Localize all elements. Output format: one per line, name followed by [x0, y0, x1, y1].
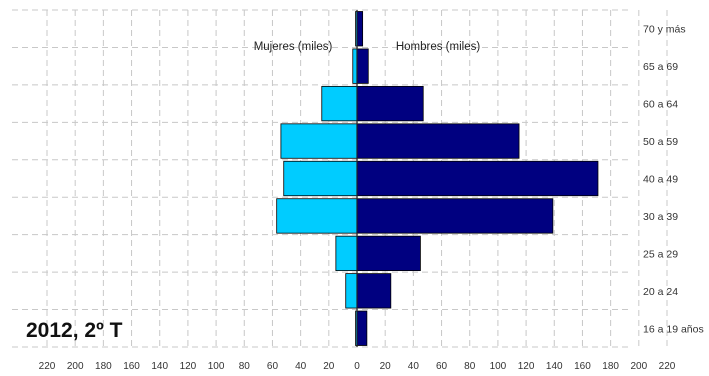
x-tick-label: 220	[39, 361, 56, 372]
bar-women-1	[345, 273, 358, 309]
x-tick-label: 40	[295, 361, 307, 372]
category-label: 30 a 39	[643, 211, 678, 223]
x-tick-label: 0	[354, 361, 360, 372]
legend-women: Mujeres (miles)	[254, 41, 333, 53]
category-labels: 16 a 19 años 20 a 24 25 a 29 30 a 39 40 a 49…	[643, 24, 704, 336]
x-tick-label: 100	[490, 361, 507, 372]
x-tick-labels: 220 200 180 160 140 120 100 80 60 40 20 0 20 40 60 80 10…	[39, 361, 676, 372]
x-tick-label: 60	[267, 361, 279, 372]
bar-women-3	[276, 198, 358, 234]
bar-men-6	[356, 85, 424, 122]
x-tick-label: 80	[464, 361, 476, 372]
category-label: 65 a 69	[643, 61, 678, 73]
bar-men-4	[356, 160, 599, 197]
x-tick-label: 120	[518, 361, 535, 372]
x-tick-label: 160	[574, 361, 591, 372]
bar-men-5	[356, 123, 520, 159]
period-label: 2012, 2º T	[26, 319, 123, 342]
x-tick-label: 220	[659, 361, 676, 372]
x-tick-label: 60	[436, 361, 448, 372]
bar-men-8	[356, 11, 364, 47]
bar-women-5	[280, 123, 358, 159]
legend-men: Hombres (miles)	[396, 41, 481, 53]
bar-men-1	[356, 273, 392, 309]
bar-women-2	[335, 235, 358, 272]
bar-men-0	[356, 310, 368, 346]
bars	[276, 11, 599, 346]
bar-men-2	[356, 235, 421, 272]
category-label: 50 a 59	[643, 136, 678, 148]
bar-women-7	[352, 48, 358, 84]
x-tick-label: 20	[380, 361, 392, 372]
category-label: 40 a 49	[643, 174, 678, 186]
category-label: 16 a 19 años	[643, 323, 704, 335]
bar-women-4	[283, 160, 358, 197]
x-tick-label: 180	[95, 361, 112, 372]
x-tick-label: 200	[67, 361, 84, 372]
category-label: 20 a 24	[643, 286, 678, 298]
x-tick-label: 20	[323, 361, 335, 372]
x-tick-label: 120	[180, 361, 197, 372]
x-tick-label: 160	[123, 361, 140, 372]
grid-lines	[12, 9, 668, 348]
category-label: 60 a 64	[643, 99, 678, 111]
category-label: 70 y más	[643, 24, 686, 36]
x-tick-label: 100	[208, 361, 225, 372]
x-tick-label: 40	[408, 361, 420, 372]
bar-men-3	[356, 198, 554, 234]
x-tick-label: 80	[239, 361, 251, 372]
bar-men-7	[356, 48, 369, 84]
x-tick-label: 180	[602, 361, 619, 372]
bar-women-6	[321, 85, 358, 122]
x-tick-label: 140	[546, 361, 563, 372]
x-tick-label: 140	[151, 361, 168, 372]
x-tick-label: 200	[630, 361, 647, 372]
category-label: 25 a 29	[643, 248, 678, 260]
